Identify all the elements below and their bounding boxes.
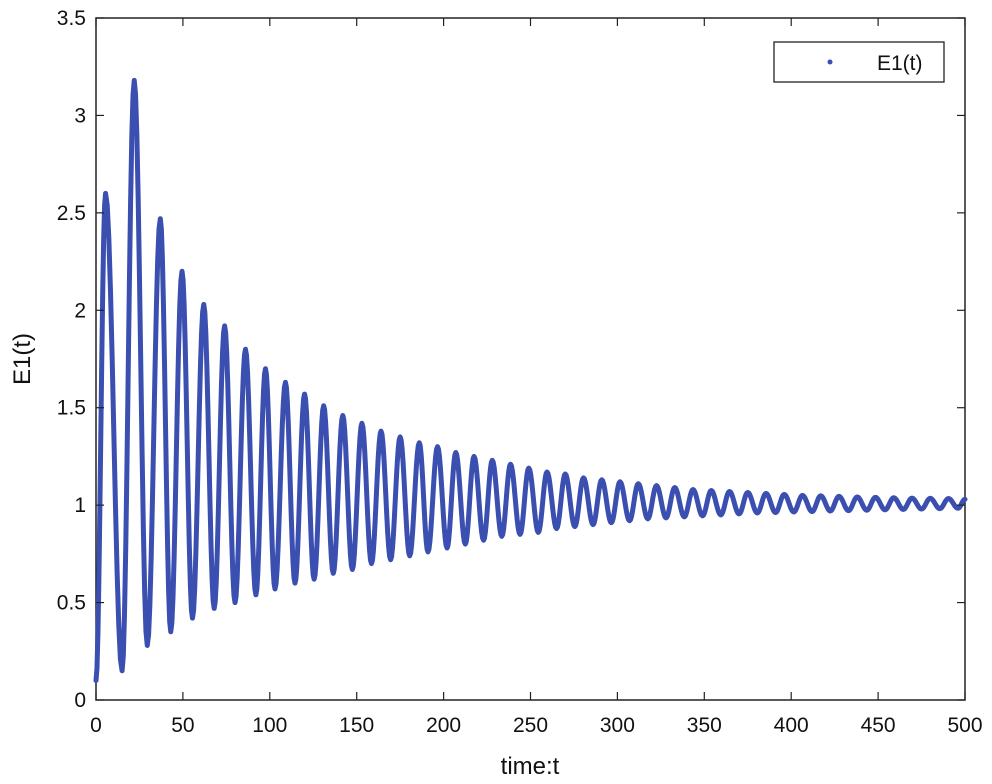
x-tick-label: 150 [339, 714, 374, 737]
legend: E1(t) [773, 41, 945, 83]
x-tick-label: 100 [252, 714, 287, 737]
x-axis-label: time:t [501, 753, 560, 780]
x-tick-label: 250 [513, 714, 548, 737]
y-tick-label: 3 [74, 104, 86, 127]
series-line-e1 [93, 77, 968, 684]
x-tick-label: 50 [171, 714, 194, 737]
y-tick-label: 3.5 [57, 7, 86, 30]
x-tick-label: 500 [947, 714, 982, 737]
y-tick-label: 2 [74, 299, 86, 322]
y-axis-label: E1(t) [9, 333, 36, 385]
plot-area [95, 17, 966, 701]
axis-ticks: 0 50 100 150 200 250 300 350 400 450 500 0 0.5 1 1.5 2 2… [57, 7, 983, 737]
legend-label: E1(t) [877, 52, 923, 75]
x-tick-label: 350 [687, 714, 722, 737]
legend-box [773, 41, 945, 83]
x-tick-label: 200 [426, 714, 461, 737]
x-tick-label: 300 [600, 714, 635, 737]
y-tick-label: 1.5 [57, 397, 86, 420]
y-tick-label: 1 [74, 494, 86, 517]
legend-marker [827, 59, 833, 65]
x-tick-label: 450 [861, 714, 896, 737]
y-tick-label: 0 [74, 689, 86, 712]
x-tick-label: 400 [774, 714, 809, 737]
y-tick-label: 2.5 [57, 202, 86, 225]
series-layer [93, 77, 968, 684]
y-tick-label: 0.5 [57, 592, 86, 615]
x-tick-label: 0 [90, 714, 102, 737]
